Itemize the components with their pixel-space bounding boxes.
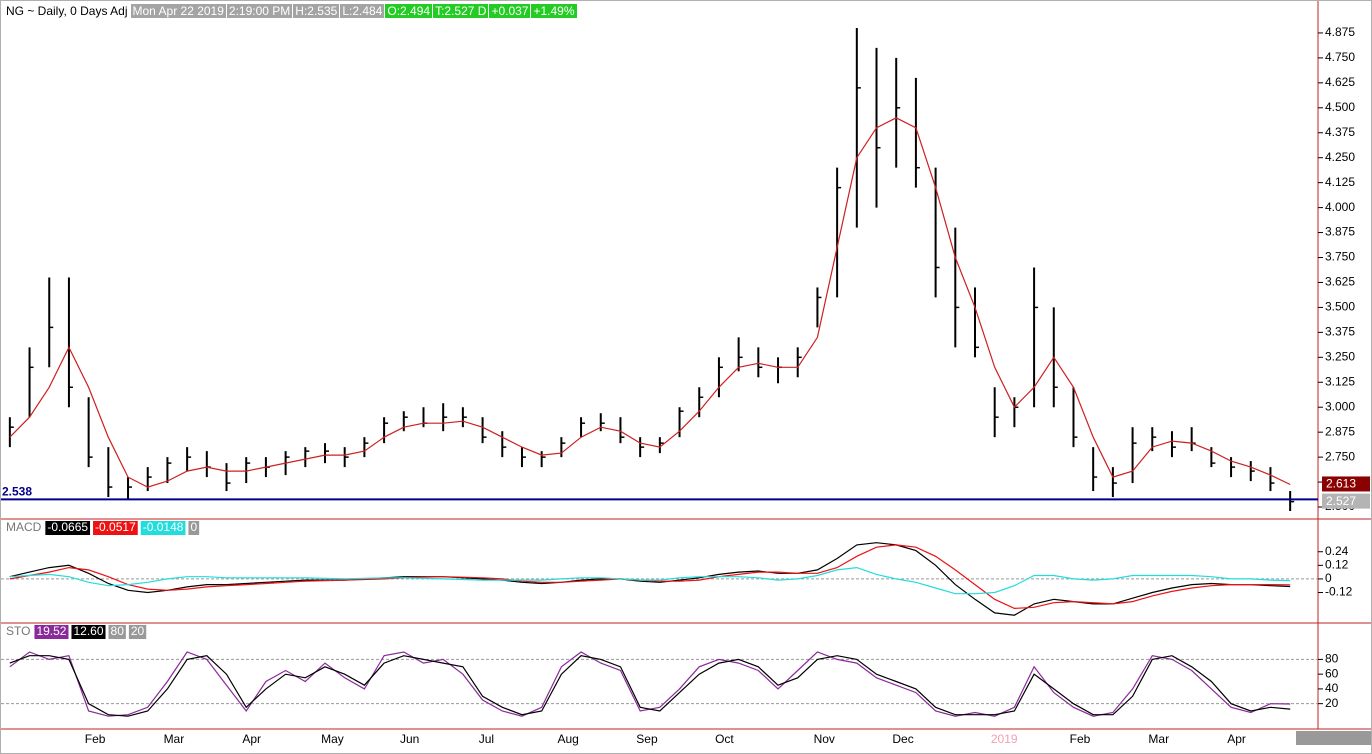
level-label-box	[128, 625, 147, 639]
level-label: 80	[111, 624, 125, 638]
ma-value-box	[1322, 476, 1370, 492]
level-label: 0	[190, 520, 197, 534]
y-tick-label: 4.500	[1325, 100, 1355, 114]
info-label: 2:19:00 PM	[226, 4, 293, 18]
level-label-box	[188, 521, 200, 535]
x-tick-label: Mar	[1148, 732, 1169, 746]
info-label: L:2.484	[340, 4, 385, 18]
y-tick-label: 3.625	[1325, 275, 1355, 289]
y-tick-label: 4.375	[1325, 125, 1355, 139]
panel-title: MACD	[6, 520, 42, 534]
quote-label: O:2.494	[385, 4, 433, 18]
y-tick-label: 80	[1325, 652, 1339, 666]
x-tick-label: 2019	[991, 732, 1018, 746]
x-tick-label: Oct	[715, 732, 734, 746]
x-tick-label: Feb	[85, 732, 106, 746]
close-value: 2.527	[1326, 494, 1356, 508]
y-tick-label: 2.875	[1325, 424, 1355, 438]
y-tick-label: 3.875	[1325, 225, 1355, 239]
scrollbar[interactable]	[1296, 731, 1371, 745]
x-tick-label: Aug	[558, 732, 579, 746]
y-tick-label: 60	[1325, 666, 1339, 680]
indicator-line	[9, 566, 1291, 595]
legend-entry: -0.0148	[143, 520, 184, 534]
legend-entry-box	[71, 625, 106, 639]
legend-entry-box	[45, 521, 91, 535]
info-label: Mon Apr 22 2019	[130, 4, 226, 18]
y-tick-label: 4.125	[1325, 175, 1355, 189]
indicator-line	[9, 655, 1291, 717]
y-tick-label: 0.24	[1325, 544, 1349, 558]
y-tick-label: 3.500	[1325, 300, 1355, 314]
y-tick-label: 3.750	[1325, 250, 1355, 264]
quote-label: +0.037	[489, 4, 531, 18]
x-tick-label: Nov	[814, 732, 835, 746]
y-tick-label: 40	[1325, 681, 1339, 695]
quote-label: T:2.527 D	[433, 4, 489, 18]
x-tick-label: May	[321, 732, 344, 746]
legend-entry-box	[93, 521, 138, 535]
y-tick-label: 3.000	[1325, 399, 1355, 413]
y-tick-label: -0.12	[1325, 585, 1353, 599]
y-tick-label: 0	[1325, 571, 1332, 585]
legend-entry-box	[34, 625, 69, 639]
legend-entry: 19.52	[36, 624, 66, 638]
moving-average	[9, 117, 1291, 488]
legend-entry: -0.0517	[95, 520, 136, 534]
close-value-box	[1322, 493, 1370, 509]
y-tick-label: 4.750	[1325, 50, 1355, 64]
x-tick-label: Apr	[1227, 732, 1246, 746]
x-tick-label: Mar	[164, 732, 185, 746]
header: NG ~ Daily, 0 Days Adj Mon Apr 22 2019 2:1…	[4, 4, 578, 18]
y-tick-label: 4.250	[1325, 150, 1355, 164]
info-label: H:2.535	[293, 4, 340, 18]
support-label: 2.538	[2, 485, 32, 499]
y-tick-label: 2.750	[1325, 449, 1355, 463]
y-tick-label: 4.625	[1325, 75, 1355, 89]
y-tick-label: 4.875	[1325, 25, 1355, 39]
y-tick-label: 20	[1325, 696, 1339, 710]
legend-entry: -0.0665	[47, 520, 88, 534]
x-tick-label: Dec	[892, 732, 913, 746]
quote-label: +1.49%	[531, 4, 577, 18]
level-label: 20	[131, 624, 145, 638]
legend-entry: 12.60	[73, 624, 103, 638]
x-tick-label: Jul	[479, 732, 494, 746]
ma-value: 2.613	[1326, 477, 1356, 491]
y-tick-label: 3.375	[1325, 325, 1355, 339]
level-label-box	[108, 625, 126, 639]
x-tick-label: Sep	[636, 732, 658, 746]
x-tick-label: Jun	[400, 732, 419, 746]
x-tick-label: Apr	[242, 732, 261, 746]
legend-entry-box	[140, 521, 186, 535]
x-tick-label: Feb	[1070, 732, 1091, 746]
y-tick-label: 3.250	[1325, 349, 1355, 363]
y-tick-label: 0.12	[1325, 558, 1349, 572]
panel-title: STO	[6, 624, 30, 638]
y-tick-label: 3.125	[1325, 374, 1355, 388]
chart-title: NG ~ Daily, 0 Days Adj	[6, 4, 128, 18]
y-tick-label: 4.000	[1325, 200, 1355, 214]
